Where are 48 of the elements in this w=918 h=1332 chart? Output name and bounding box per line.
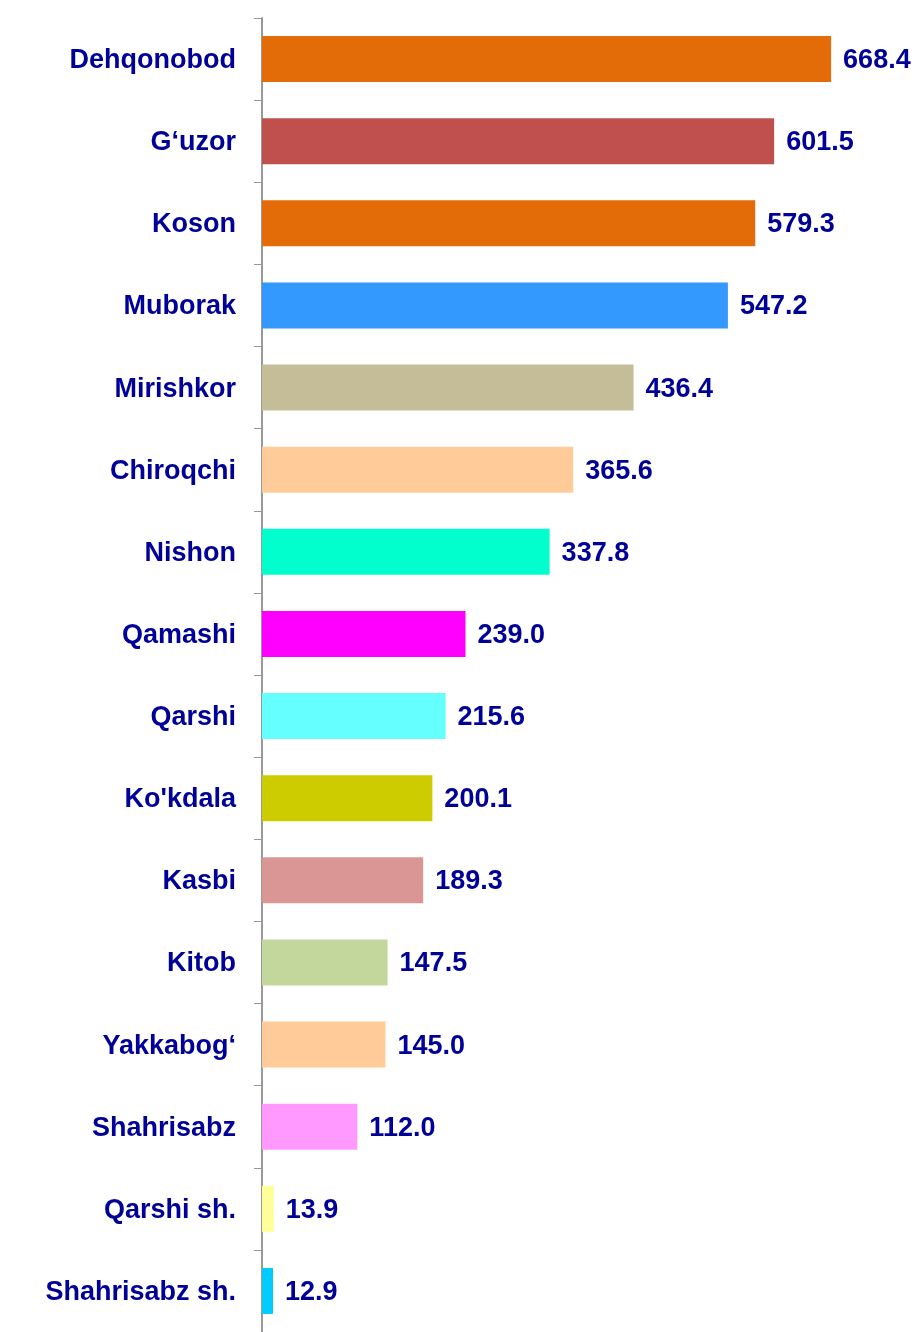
- y-tick-label: Muborak: [123, 290, 237, 321]
- data-label: 189.3: [435, 865, 503, 896]
- bar: [262, 200, 756, 247]
- y-tick-label: G‘uzor: [150, 126, 237, 157]
- data-label: 436.4: [645, 372, 714, 403]
- y-tick-label: Shahrisabz: [91, 1111, 236, 1142]
- bar: [262, 939, 388, 986]
- bar: [262, 528, 550, 575]
- y-tick-label: Qamashi: [121, 618, 236, 649]
- bar: [262, 1267, 273, 1314]
- y-tick-label: Dehqonobod: [69, 44, 236, 75]
- data-label: 147.5: [399, 947, 468, 978]
- data-label: 215.6: [457, 701, 526, 732]
- y-tick-label: Shahrisabz sh.: [45, 1275, 236, 1306]
- bar: [262, 282, 728, 329]
- bar: [262, 857, 424, 904]
- bar: [262, 1103, 358, 1150]
- y-tick-label: Yakkabog‘: [102, 1029, 236, 1060]
- bar: [262, 36, 832, 83]
- data-label: 668.4: [843, 44, 911, 75]
- y-tick-label: Kasbi: [162, 865, 236, 896]
- y-tick-label: Qarshi: [150, 701, 236, 732]
- bar: [262, 118, 775, 165]
- bar: [262, 610, 466, 657]
- y-tick-label: Qarshi sh.: [103, 1193, 236, 1224]
- data-label: 112.0: [369, 1111, 436, 1142]
- y-tick-label: Nishon: [144, 536, 236, 567]
- data-label: 13.9: [285, 1193, 339, 1224]
- data-label: 579.3: [767, 208, 835, 239]
- y-tick-label: Mirishkor: [114, 372, 237, 403]
- data-label: 200.1: [444, 783, 512, 814]
- y-tick-label: Kitob: [167, 947, 236, 978]
- data-label: 337.8: [561, 536, 630, 567]
- data-label: 12.9: [284, 1275, 338, 1306]
- data-label: 365.6: [585, 454, 653, 485]
- y-tick-label: Chiroqchi: [110, 454, 236, 485]
- bar: [262, 775, 433, 822]
- bar: [262, 446, 574, 493]
- y-tick-label: Ko'kdala: [124, 783, 237, 814]
- data-label: 601.5: [786, 126, 854, 157]
- bar: [262, 1185, 274, 1232]
- bar: [262, 1021, 386, 1068]
- data-label: 239.0: [477, 618, 546, 649]
- bar: [262, 693, 446, 740]
- data-label: 145.0: [397, 1029, 466, 1060]
- bar: [262, 364, 634, 411]
- data-label: 547.2: [739, 290, 808, 321]
- y-tick-label: Koson: [152, 208, 236, 239]
